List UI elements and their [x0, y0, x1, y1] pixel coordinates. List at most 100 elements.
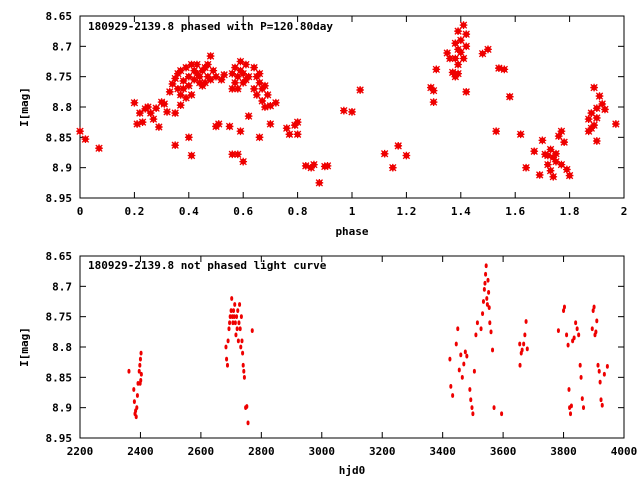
data-point-mark — [454, 27, 462, 36]
data-point — [239, 344, 243, 350]
x-axis-label: hjd0 — [339, 464, 366, 477]
data-point — [235, 326, 239, 332]
data-points — [127, 263, 609, 426]
data-point-mark — [456, 48, 465, 57]
phased-light-curve-plot: 0 0.2 0.4 0.6 0.8 1 1.2 1.4 1.6 1.8 2 8.65 8.7 8.75 8.… — [18, 10, 627, 238]
data-point — [471, 411, 475, 417]
data-point — [597, 368, 601, 374]
data-point-mark — [590, 121, 598, 130]
data-point-mark — [206, 75, 215, 84]
data-point-mark — [168, 80, 177, 88]
data-point-mark — [76, 127, 84, 136]
data-point-mark — [451, 54, 460, 63]
data-point — [238, 302, 242, 307]
x-tick-label: 1 — [349, 205, 356, 218]
data-point — [448, 356, 452, 362]
y-axis-label: I[mag] — [18, 87, 31, 127]
data-point — [138, 362, 142, 368]
data-point — [595, 318, 599, 324]
data-point — [226, 338, 230, 344]
data-point — [230, 296, 234, 301]
data-point-mark — [146, 109, 155, 117]
data-point-mark — [402, 151, 411, 160]
y-tick-label: 8.7 — [52, 280, 72, 293]
data-point — [236, 308, 240, 313]
data-point — [524, 319, 528, 324]
data-point-mark — [179, 77, 188, 85]
data-point-mark — [443, 49, 452, 57]
y-axis-label: I[mag] — [18, 327, 31, 367]
data-point — [525, 346, 529, 352]
data-point-mark — [206, 52, 215, 60]
data-point — [224, 344, 228, 350]
data-point — [232, 308, 236, 313]
plot-title: 180929-2139.8 phased with P=120.80day — [88, 20, 333, 33]
data-point — [238, 326, 242, 332]
data-point — [475, 320, 479, 326]
x-tick-label: 1.6 — [505, 205, 525, 218]
data-point — [132, 399, 136, 404]
data-point-mark — [231, 78, 239, 87]
x-tick-label: 4000 — [611, 445, 638, 458]
data-point — [598, 379, 602, 385]
x-tick-label: 1.2 — [396, 205, 416, 218]
data-point-mark — [190, 75, 199, 84]
data-point-mark — [250, 63, 258, 72]
data-point-mark — [492, 127, 500, 136]
x-tick-label: 3800 — [550, 445, 577, 458]
data-point — [134, 414, 138, 420]
data-point — [468, 387, 472, 392]
data-point-mark — [233, 84, 242, 93]
data-point — [237, 320, 241, 326]
data-point-mark — [293, 118, 302, 127]
data-point — [479, 326, 483, 332]
data-point-mark — [456, 36, 465, 45]
data-point-mark — [81, 135, 90, 143]
data-point — [242, 368, 246, 374]
data-point-mark — [252, 91, 261, 99]
data-point — [486, 277, 490, 283]
data-point — [472, 368, 476, 374]
data-point-mark — [239, 69, 248, 78]
data-point — [518, 341, 522, 347]
data-point — [569, 403, 573, 409]
data-point-mark — [557, 127, 566, 136]
y-tick-label: 8.85 — [46, 131, 73, 144]
data-point-mark — [505, 92, 514, 101]
data-point — [229, 308, 233, 313]
data-point-mark — [549, 153, 558, 162]
data-point — [227, 326, 231, 332]
data-point — [590, 326, 594, 332]
y-tick-label: 8.7 — [52, 40, 72, 53]
data-point-mark — [380, 149, 389, 158]
data-point — [567, 387, 571, 392]
data-point-mark — [612, 120, 620, 128]
data-point — [135, 405, 139, 411]
data-point-mark — [174, 84, 182, 93]
data-point-mark — [448, 68, 457, 77]
data-point-mark — [595, 92, 604, 100]
data-point-mark — [171, 141, 180, 150]
x-tick-label: 0.4 — [179, 205, 199, 218]
data-point — [235, 314, 239, 320]
data-point — [489, 329, 493, 335]
data-point — [484, 263, 488, 269]
data-point — [492, 405, 496, 411]
data-point-mark — [184, 81, 193, 90]
data-point — [599, 397, 603, 403]
data-point — [474, 332, 478, 338]
data-point-mark — [356, 86, 364, 94]
data-point — [233, 320, 237, 326]
data-point — [228, 314, 232, 320]
data-point — [579, 374, 583, 380]
y-tick-label: 8.8 — [52, 101, 72, 114]
data-point-mark — [451, 39, 460, 48]
data-point — [602, 371, 606, 377]
data-point-mark — [225, 122, 234, 131]
data-point-mark — [454, 60, 462, 69]
y-tick-label: 8.95 — [46, 432, 73, 445]
data-point — [520, 347, 524, 353]
x-tick-label: 3600 — [490, 445, 517, 458]
data-point — [574, 320, 578, 326]
